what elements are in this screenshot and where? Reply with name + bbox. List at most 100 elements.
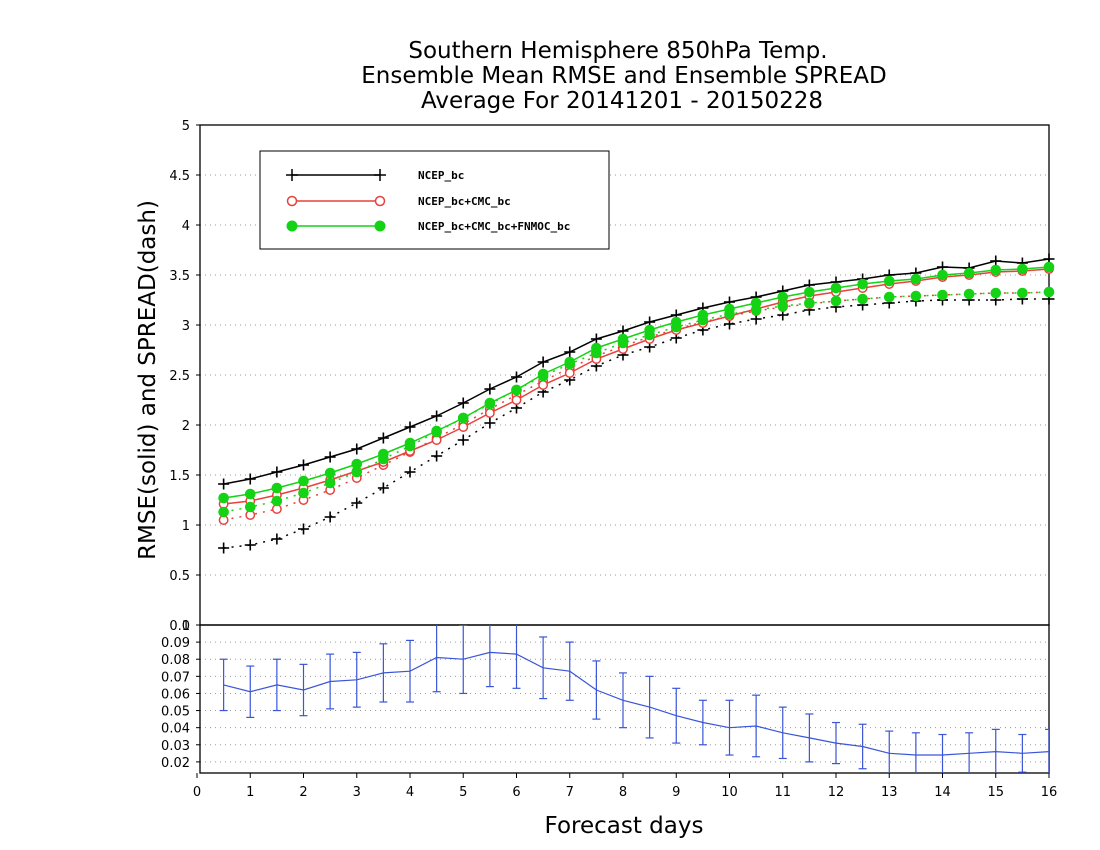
point-red-rmse bbox=[484, 408, 495, 418]
point-black-rmse bbox=[484, 383, 496, 395]
error-bar bbox=[965, 732, 974, 773]
series-black bbox=[218, 253, 1055, 554]
point-green-spread bbox=[298, 487, 309, 499]
bottom-panel-series bbox=[219, 625, 1049, 773]
point-black-rmse bbox=[404, 421, 416, 433]
point-black-spread bbox=[404, 466, 416, 478]
point-black-spread bbox=[484, 417, 496, 429]
point-green-spread bbox=[883, 291, 895, 303]
error-bar bbox=[485, 625, 494, 688]
error-bar bbox=[272, 658, 281, 712]
x-tick-label: 5 bbox=[459, 785, 467, 800]
x-tick-label: 0 bbox=[193, 785, 201, 800]
point-green-rmse bbox=[670, 316, 682, 328]
point-black-rmse bbox=[218, 478, 230, 490]
point-green-rmse bbox=[244, 488, 256, 500]
x-tick-label: 7 bbox=[566, 785, 574, 800]
point-black-spread bbox=[218, 542, 230, 554]
bottom-panel-y-tick-labels: 0.02 0.03 0.04 0.05 0.06 0.07 0.08 0.09 0.1 bbox=[161, 619, 200, 771]
x-axis-tick-labels: 0 1 2 3 4 5 6 7 8 9 10 11 12 13 14 15 16 bbox=[193, 773, 1057, 800]
legend-marker-ncep-cmc-fnmoc bbox=[286, 220, 386, 232]
chart-title-line2: Ensemble Mean RMSE and Ensemble SPREAD bbox=[361, 63, 886, 89]
error-bar bbox=[352, 651, 361, 708]
point-green-rmse bbox=[963, 267, 975, 279]
point-black-spread bbox=[377, 482, 389, 494]
bottom-y-tick-label: 0.08 bbox=[161, 653, 190, 668]
error-bar bbox=[778, 706, 787, 760]
point-green-rmse bbox=[351, 458, 363, 470]
error-bar bbox=[885, 730, 894, 773]
series-green-rmse-line bbox=[223, 266, 1050, 499]
point-green-spread bbox=[990, 287, 1002, 299]
point-green-rmse bbox=[431, 425, 442, 437]
error-bar bbox=[672, 687, 681, 744]
point-black-spread bbox=[298, 523, 309, 535]
legend-label-ncep: NCEP_bc bbox=[418, 169, 464, 182]
point-green-rmse bbox=[617, 333, 629, 345]
x-tick-label: 11 bbox=[774, 785, 791, 800]
error-bar bbox=[911, 732, 920, 773]
point-green-rmse bbox=[564, 356, 576, 368]
bottom-y-tick-label: 0.07 bbox=[161, 670, 190, 685]
top-y-tick-label: 5 bbox=[182, 119, 190, 134]
point-green-spread bbox=[218, 506, 229, 518]
point-green-rmse bbox=[271, 482, 283, 494]
point-green-spread bbox=[804, 297, 815, 309]
top-y-tick-label: 4 bbox=[182, 219, 190, 234]
point-black-spread bbox=[271, 533, 283, 545]
x-tick-label: 1 bbox=[246, 785, 254, 800]
x-tick-label: 14 bbox=[934, 785, 951, 800]
point-black-spread bbox=[244, 539, 256, 551]
top-y-tick-label: 2 bbox=[182, 419, 190, 434]
series-red bbox=[218, 264, 1054, 525]
point-green-rmse bbox=[990, 264, 1002, 276]
point-green-spread bbox=[1017, 287, 1028, 299]
point-red-rmse bbox=[538, 380, 549, 390]
legend-marker-ncep-cmc bbox=[286, 195, 386, 207]
point-black-spread bbox=[324, 511, 336, 523]
chart-title-line1: Southern Hemisphere 850hPa Temp. bbox=[408, 38, 827, 64]
error-bar bbox=[565, 641, 574, 701]
top-y-tick-label: 1 bbox=[182, 519, 190, 534]
bottom-y-tick-label: 0.03 bbox=[161, 739, 190, 754]
error-bar bbox=[406, 639, 414, 703]
error-bar bbox=[592, 660, 601, 720]
bottom-series-group bbox=[219, 625, 1049, 773]
point-green-rmse bbox=[937, 269, 948, 281]
error-bar bbox=[539, 636, 548, 700]
point-green-spread bbox=[857, 293, 868, 305]
top-y-tick-label: 0 bbox=[182, 619, 190, 634]
point-green-rmse bbox=[883, 275, 895, 287]
point-black-rmse bbox=[377, 432, 389, 444]
error-bar bbox=[512, 625, 521, 689]
legend: NCEP_bc NCEP_bc+CMC_bc NCEP_bc+CMC_bc+FN… bbox=[259, 150, 610, 250]
point-green-rmse bbox=[404, 437, 416, 449]
point-green-spread bbox=[271, 495, 283, 507]
point-green-rmse bbox=[777, 291, 789, 303]
y-axis-label: RMSE(solid) and SPREAD(dash) bbox=[135, 200, 161, 560]
point-green-rmse bbox=[511, 384, 522, 396]
point-black-spread bbox=[431, 450, 443, 462]
x-tick-label: 8 bbox=[619, 785, 627, 800]
error-bar bbox=[938, 733, 947, 773]
error-bar bbox=[326, 653, 335, 710]
point-green-spread bbox=[910, 290, 922, 302]
point-green-rmse bbox=[1043, 261, 1055, 273]
x-tick-label: 16 bbox=[1041, 785, 1058, 800]
bottom-y-tick-label: 0.09 bbox=[161, 636, 190, 651]
point-green-spread bbox=[244, 501, 256, 513]
legend-box bbox=[259, 150, 610, 250]
point-black-rmse bbox=[271, 466, 283, 478]
error-bar bbox=[698, 699, 707, 746]
bottom-y-tick-label: 0.02 bbox=[161, 756, 190, 771]
point-black-rmse bbox=[298, 459, 309, 471]
point-black-rmse bbox=[537, 356, 549, 368]
error-bar bbox=[991, 728, 1000, 773]
point-black-rmse bbox=[511, 371, 522, 383]
x-tick-label: 3 bbox=[353, 785, 361, 800]
point-black-rmse bbox=[590, 333, 602, 345]
top-y-tick-label: 4.5 bbox=[169, 169, 190, 184]
series-black-spread-line bbox=[223, 298, 1049, 549]
bottom-mean-line bbox=[223, 651, 1049, 756]
